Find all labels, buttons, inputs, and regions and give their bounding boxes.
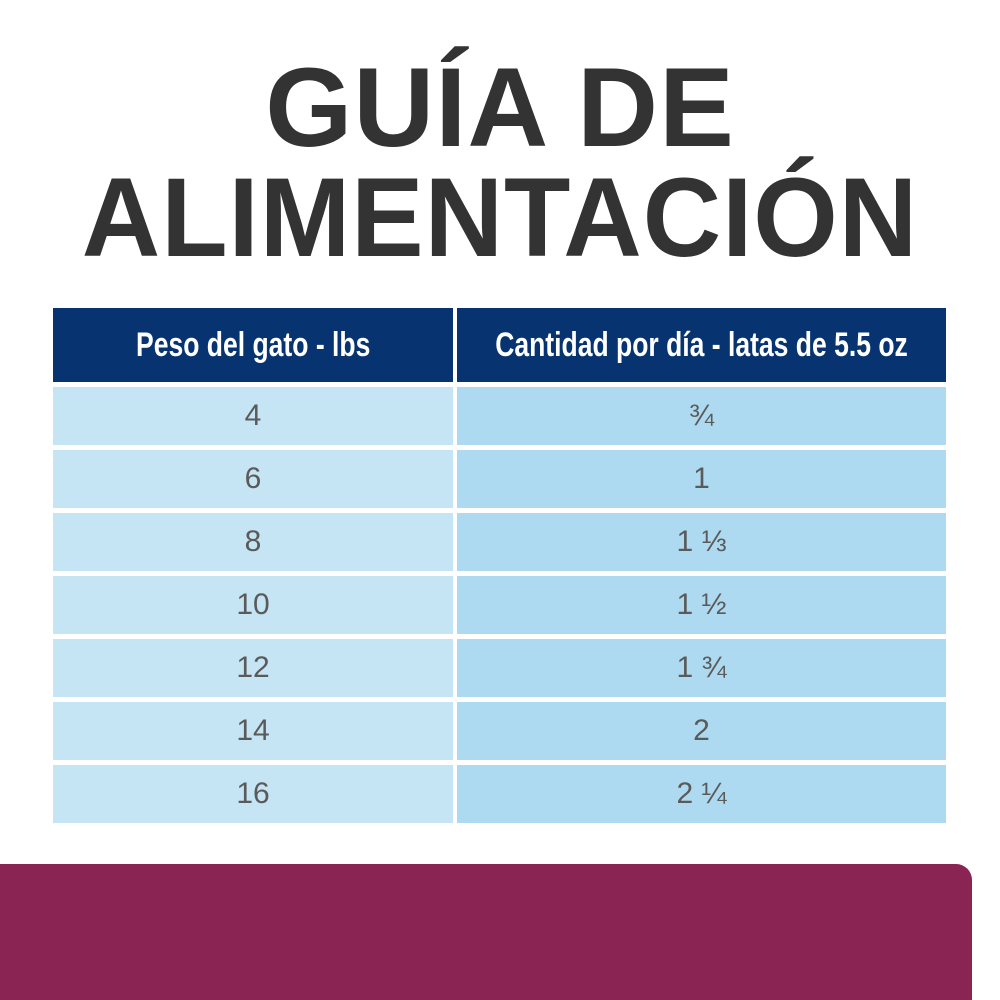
amount-cell: 2 ¼ xyxy=(457,765,946,823)
weight-cell: 14 xyxy=(53,702,453,760)
title-line-2: ALIMENTACIÓN xyxy=(81,155,919,280)
title-line-1: GUÍA DE xyxy=(265,45,735,170)
table-row: 14 2 xyxy=(53,702,946,760)
header-amount: Cantidad por día - latas de 5.5 oz xyxy=(457,308,946,382)
header-amount-label: Cantidad por día - latas de 5.5 oz xyxy=(495,325,908,364)
header-weight-label: Peso del gato - lbs xyxy=(135,325,371,364)
table-row: 16 2 ¼ xyxy=(53,765,946,823)
weight-cell: 8 xyxy=(53,513,453,571)
weight-cell: 4 xyxy=(53,387,453,445)
weight-cell: 12 xyxy=(53,639,453,697)
weight-cell: 6 xyxy=(53,450,453,508)
feeding-table: Peso del gato - lbs Cantidad por día - l… xyxy=(53,308,946,828)
table-header: Peso del gato - lbs Cantidad por día - l… xyxy=(53,308,946,382)
amount-cell: ¾ xyxy=(457,387,946,445)
amount-cell: 1 ¾ xyxy=(457,639,946,697)
table-row: 12 1 ¾ xyxy=(53,639,946,697)
weight-cell: 16 xyxy=(53,765,453,823)
amount-cell: 1 ⅓ xyxy=(457,513,946,571)
amount-cell: 1 ½ xyxy=(457,576,946,634)
header-weight: Peso del gato - lbs xyxy=(53,308,453,382)
weight-cell: 10 xyxy=(53,576,453,634)
table-row: 10 1 ½ xyxy=(53,576,946,634)
amount-cell: 1 xyxy=(457,450,946,508)
bottom-color-band xyxy=(0,864,972,1000)
amount-cell: 2 xyxy=(457,702,946,760)
